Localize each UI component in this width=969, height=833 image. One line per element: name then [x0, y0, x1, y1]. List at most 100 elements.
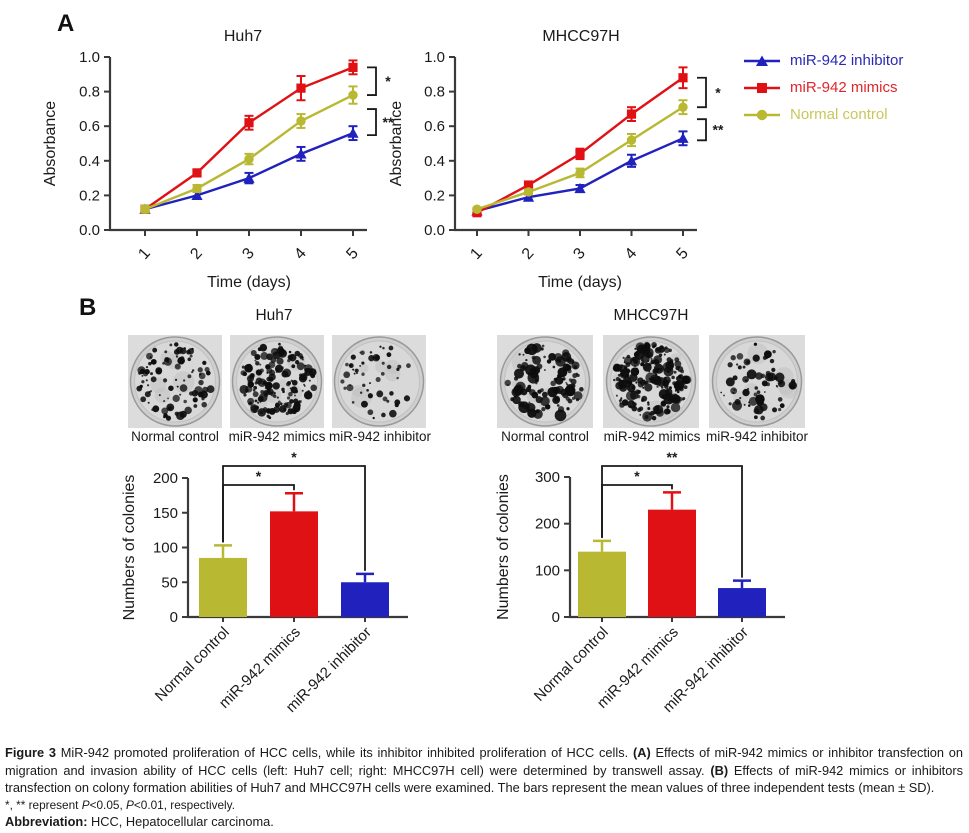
x-tick-label: 3: [570, 245, 589, 263]
colony-dot: [270, 391, 276, 397]
colony-dot: [763, 391, 766, 393]
caption-main: Figure 3 MiR-942 promoted proliferation …: [5, 744, 963, 797]
colony-dot: [340, 379, 345, 384]
colony-dot: [772, 407, 778, 413]
y-axis-label: Numbers of colonies: [121, 475, 138, 621]
colony-dot: [198, 379, 204, 386]
svg-text:0.2: 0.2: [424, 187, 445, 204]
colony-dot: [394, 399, 401, 406]
colony-dot: [197, 367, 203, 373]
dish-label: Normal control: [501, 429, 589, 444]
colony-dot: [298, 373, 303, 377]
dish-label: miR-942 mimics: [603, 429, 701, 444]
square-marker: [678, 73, 688, 83]
x-tick-label: 3: [239, 245, 258, 263]
svg-text:0: 0: [170, 609, 178, 626]
sig-bracket: [367, 66, 377, 96]
colony-dot: [753, 415, 758, 420]
colony-dot: [259, 400, 262, 403]
svg-text:300: 300: [535, 469, 560, 486]
colony-dot: [771, 367, 776, 372]
colony-dot: [255, 361, 260, 366]
y-axis-label: Numbers of colonies: [495, 474, 512, 620]
colony-dot: [272, 351, 281, 360]
triangle-marker: [295, 148, 307, 159]
svg-text:2: 2: [187, 245, 206, 263]
triangle-marker: [574, 182, 586, 194]
colony-dot: [614, 364, 621, 372]
sig-bracket: [601, 465, 743, 578]
colony-dot: [622, 385, 625, 388]
colony-dot: [514, 376, 519, 381]
colony-dot: [524, 347, 531, 355]
circle-marker: [575, 168, 585, 178]
colony-dot: [525, 358, 528, 362]
colony-dot: [348, 363, 354, 369]
colony-dot: [163, 378, 168, 383]
colony-dot: [179, 384, 188, 392]
colony-dot: [406, 363, 411, 369]
colony-dot: [774, 372, 785, 383]
dish-label: Normal control: [131, 429, 219, 444]
colony-dot: [649, 410, 655, 416]
colony-dot: [644, 415, 649, 419]
colony-dot: [554, 376, 564, 385]
caption-abbreviation: Abbreviation: HCC, Hepatocellular carcin…: [5, 813, 274, 829]
colony-dot: [644, 383, 653, 392]
colony-dot: [164, 350, 168, 354]
circle-marker: [348, 90, 358, 100]
colony-dot: [640, 354, 650, 364]
colony-dot: [259, 410, 264, 415]
colony-dot: [635, 381, 638, 384]
circle-marker: [244, 154, 254, 164]
colony-dot: [632, 402, 637, 407]
colony-dot: [736, 363, 739, 366]
colony-dot: [531, 355, 536, 360]
line-chart-huh7: 0.0 0.2 0.4 0.6 0.8 1.0 1 2 3 4 5 Huh7 Absorbance Tim…: [42, 28, 394, 291]
square-marker: [192, 168, 202, 178]
colony-dot: [244, 363, 253, 373]
colony-dot: [275, 368, 280, 372]
sig-label: *: [385, 73, 391, 89]
caption-a-text: Effects of miR-942 mimics or inhibitor t…: [5, 745, 963, 778]
colony-dot: [191, 371, 194, 374]
colony-dot: [254, 399, 258, 403]
colony-dot: [262, 382, 265, 385]
colony-dot: [683, 375, 692, 384]
colony-dot: [259, 343, 268, 352]
colony-dot: [140, 396, 147, 403]
sig-label: *: [256, 468, 262, 484]
colony-dot: [183, 399, 187, 404]
colony-dot: [403, 395, 411, 402]
colony-dot: [747, 387, 750, 390]
colony-dot: [514, 389, 517, 392]
colony-dot: [679, 386, 684, 392]
colony-dot: [254, 359, 257, 362]
colony-dot: [639, 414, 642, 416]
colony-dot: [517, 363, 522, 369]
colony-dot: [356, 372, 358, 375]
colony-dot: [243, 393, 247, 397]
colony-dot: [725, 377, 735, 387]
colony-dot: [755, 372, 763, 380]
colony-dot: [303, 390, 313, 400]
colony-dot: [294, 350, 301, 357]
colony-dot: [756, 390, 761, 395]
colony-dot: [343, 386, 347, 390]
colony-dot: [615, 394, 618, 397]
colony-dot: [293, 398, 299, 404]
circle-marker: [626, 135, 637, 145]
colony-dot: [526, 388, 530, 392]
colony-dot: [287, 408, 294, 415]
colony-dot: [730, 387, 738, 395]
colony-dot: [732, 400, 742, 411]
svg-text:0.4: 0.4: [79, 153, 100, 170]
colony-dot: [642, 362, 652, 372]
svg-text:0.0: 0.0: [424, 222, 445, 239]
colony-dot: [346, 384, 354, 392]
x-axis-label: Time (days): [207, 274, 291, 291]
svg-text:3: 3: [239, 245, 258, 263]
colony-dot: [145, 379, 148, 382]
colony-dot: [167, 397, 169, 400]
colony-dot: [150, 372, 154, 376]
